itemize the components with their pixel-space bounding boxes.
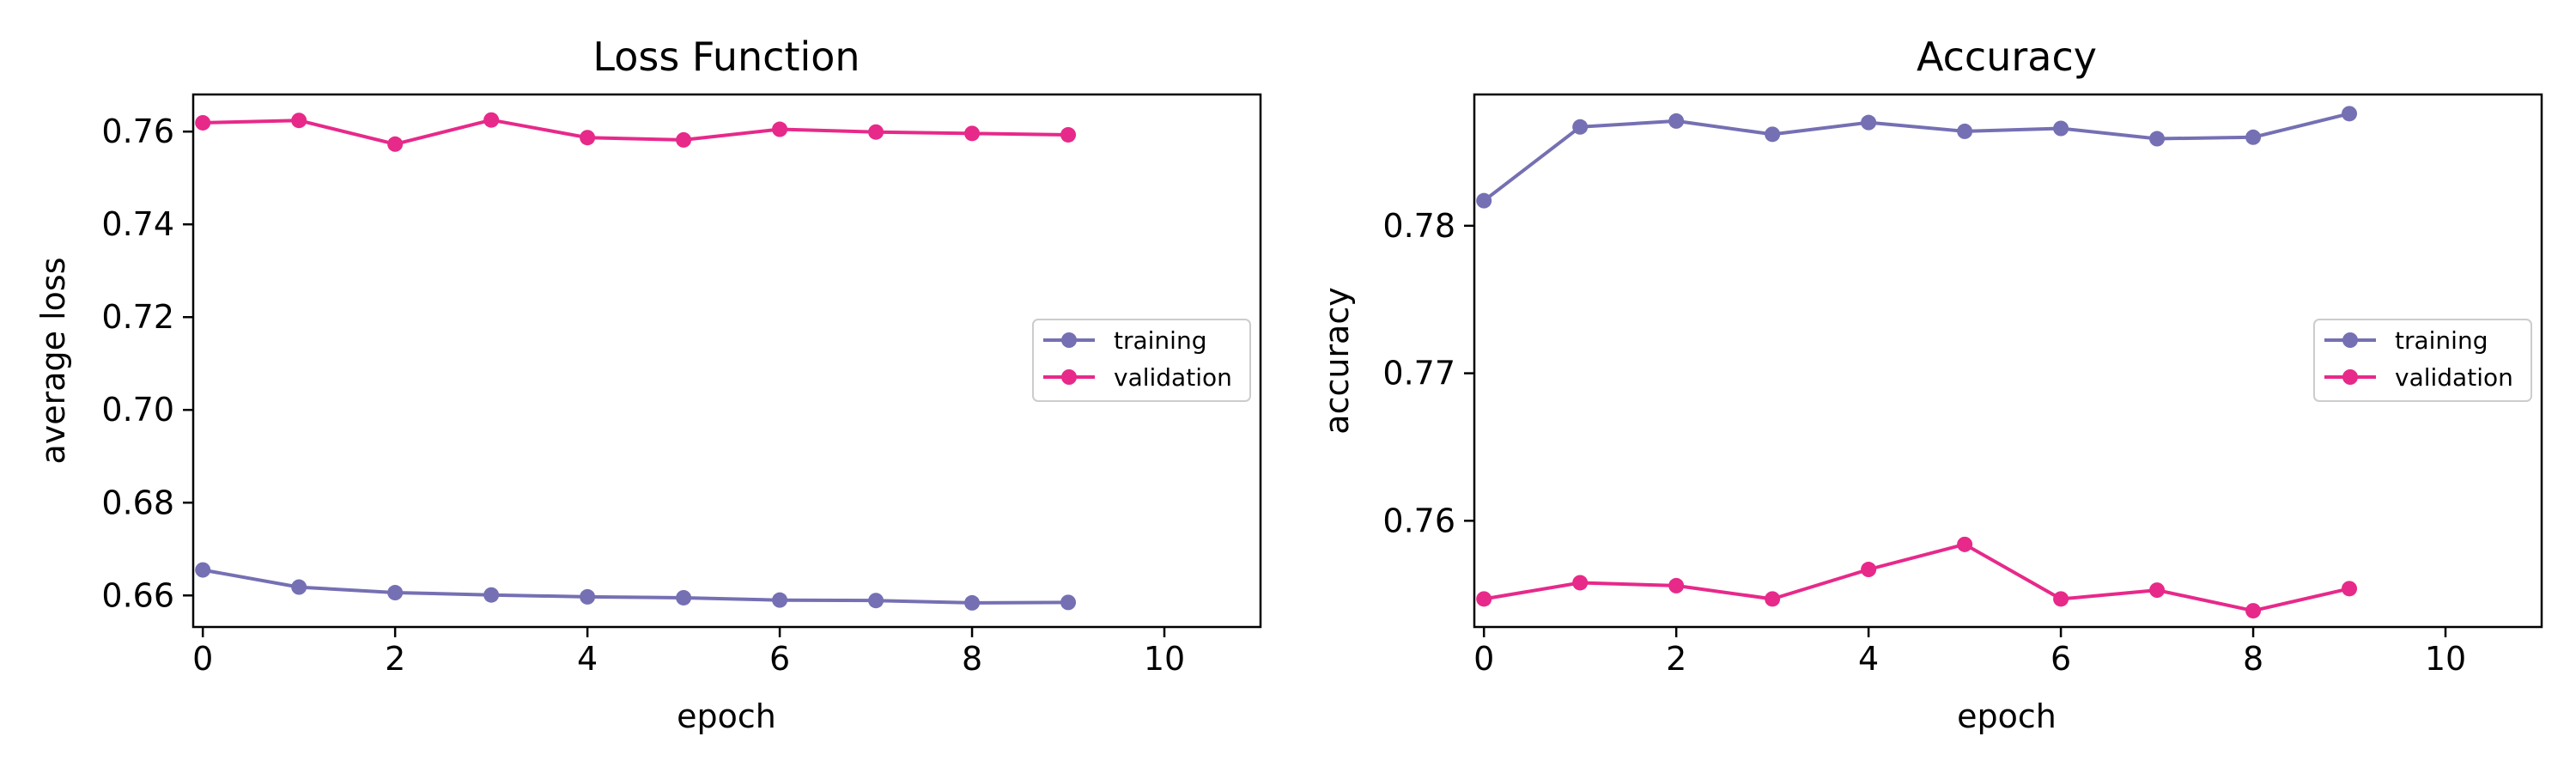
loss-chart: Loss Function 0 2 4 6 8 10 0.66 0.68 0.70 0.72 0.7… bbox=[34, 33, 1262, 735]
loss-legend: training validation bbox=[1032, 319, 1251, 402]
loss-training-point bbox=[483, 587, 500, 603]
accuracy-legend-validation-marker bbox=[2342, 369, 2358, 385]
loss-training-point bbox=[676, 589, 692, 606]
accuracy-y-tick-label: 0.76 bbox=[1382, 502, 1455, 539]
accuracy-validation-point bbox=[2245, 603, 2262, 619]
accuracy-legend-validation-label: validation bbox=[2395, 363, 2513, 392]
loss-x-tick-label: 8 bbox=[962, 640, 982, 678]
accuracy-training-point bbox=[1861, 114, 1877, 131]
accuracy-validation-line bbox=[1483, 542, 2350, 613]
loss-validation-point bbox=[291, 113, 307, 129]
loss-x-axis-label: epoch bbox=[677, 697, 776, 735]
accuracy-training-point bbox=[2053, 120, 2069, 137]
accuracy-training-point bbox=[1957, 123, 1973, 139]
loss-training-point bbox=[772, 592, 788, 608]
loss-axes-frame bbox=[191, 93, 1262, 629]
loss-y-tick-label: 0.72 bbox=[101, 298, 174, 336]
accuracy-validation-point bbox=[1668, 577, 1685, 593]
loss-validation-point bbox=[1060, 126, 1077, 143]
loss-y-tick-label: 0.70 bbox=[101, 391, 174, 429]
accuracy-training-point bbox=[2245, 129, 2262, 145]
accuracy-validation-point bbox=[1572, 575, 1589, 591]
accuracy-x-tick-label: 6 bbox=[2050, 640, 2071, 678]
accuracy-validation-point bbox=[2053, 591, 2069, 607]
accuracy-chart: Accuracy 0 2 4 6 8 10 0.76 0.77 0.78 epoch accur… bbox=[1318, 33, 2543, 735]
accuracy-training-point bbox=[2342, 106, 2358, 122]
accuracy-x-tick-label: 10 bbox=[2425, 640, 2466, 678]
loss-plot-area bbox=[195, 112, 1077, 611]
accuracy-validation-point bbox=[1861, 562, 1877, 578]
loss-y-tick-label: 0.76 bbox=[101, 113, 174, 150]
loss-y-tick-label: 0.74 bbox=[101, 205, 174, 243]
accuracy-legend: training validation bbox=[2313, 319, 2532, 402]
accuracy-training-point bbox=[1668, 113, 1685, 129]
accuracy-y-axis-label: accuracy bbox=[1318, 287, 1356, 434]
loss-chart-title: Loss Function bbox=[592, 33, 860, 80]
loss-x-tick-label: 6 bbox=[769, 640, 790, 678]
accuracy-training-point bbox=[1572, 119, 1589, 135]
loss-ticks: 0 2 4 6 8 10 0.66 0.68 0.70 0.72 0.74 0.76 bbox=[101, 113, 1185, 678]
accuracy-chart-title: Accuracy bbox=[1917, 33, 2097, 80]
accuracy-training-line bbox=[1482, 112, 2350, 203]
loss-x-tick-label: 4 bbox=[577, 640, 598, 678]
loss-y-tick-label: 0.66 bbox=[101, 576, 174, 614]
accuracy-validation-point bbox=[1957, 536, 1973, 552]
loss-validation-point bbox=[580, 130, 596, 146]
loss-validation-line bbox=[203, 118, 1069, 146]
loss-training-point bbox=[1060, 594, 1077, 611]
accuracy-axes-frame bbox=[1473, 93, 2543, 629]
loss-training-point bbox=[868, 593, 884, 609]
loss-x-tick-label: 0 bbox=[192, 640, 213, 678]
loss-training-point bbox=[387, 585, 404, 601]
accuracy-legend-training-label: training bbox=[2395, 326, 2488, 355]
loss-legend-training-label: training bbox=[1114, 326, 1206, 355]
accuracy-y-tick-label: 0.78 bbox=[1382, 207, 1455, 245]
accuracy-x-axis-label: epoch bbox=[1957, 697, 2057, 735]
loss-validation-point bbox=[387, 136, 404, 152]
loss-training-line bbox=[202, 568, 1069, 605]
loss-validation-point bbox=[195, 114, 211, 131]
accuracy-training-point bbox=[1476, 192, 1492, 209]
loss-y-axis-label: average loss bbox=[34, 257, 72, 464]
loss-y-tick-label: 0.68 bbox=[101, 484, 174, 521]
accuracy-legend-training-marker bbox=[2342, 332, 2358, 348]
accuracy-y-tick-label: 0.77 bbox=[1382, 355, 1455, 393]
loss-x-tick-label: 10 bbox=[1144, 640, 1185, 678]
loss-training-point bbox=[964, 594, 981, 611]
loss-validation-point bbox=[868, 124, 884, 140]
accuracy-training-point bbox=[2149, 131, 2166, 147]
loss-legend-validation-label: validation bbox=[1114, 363, 1232, 392]
accuracy-x-tick-label: 4 bbox=[1858, 640, 1879, 678]
accuracy-validation-point bbox=[1476, 591, 1492, 607]
accuracy-x-tick-label: 2 bbox=[1666, 640, 1686, 678]
loss-training-point bbox=[195, 562, 211, 578]
accuracy-plot-area bbox=[1476, 106, 2358, 619]
accuracy-ticks: 0 2 4 6 8 10 0.76 0.77 0.78 bbox=[1382, 207, 2466, 678]
loss-x-tick-label: 2 bbox=[385, 640, 405, 678]
accuracy-x-tick-label: 0 bbox=[1473, 640, 1494, 678]
loss-training-point bbox=[580, 588, 596, 605]
loss-legend-training-marker bbox=[1061, 332, 1077, 348]
accuracy-validation-point bbox=[2149, 582, 2166, 599]
loss-validation-point bbox=[964, 125, 981, 142]
accuracy-x-tick-label: 8 bbox=[2243, 640, 2263, 678]
accuracy-training-point bbox=[1765, 126, 1781, 143]
loss-training-point bbox=[291, 579, 307, 595]
loss-validation-point bbox=[772, 121, 788, 137]
accuracy-validation-point bbox=[2342, 581, 2358, 597]
accuracy-validation-point bbox=[1765, 591, 1781, 607]
loss-validation-point bbox=[483, 112, 500, 128]
loss-validation-point bbox=[676, 131, 692, 148]
loss-legend-validation-marker bbox=[1061, 369, 1077, 385]
